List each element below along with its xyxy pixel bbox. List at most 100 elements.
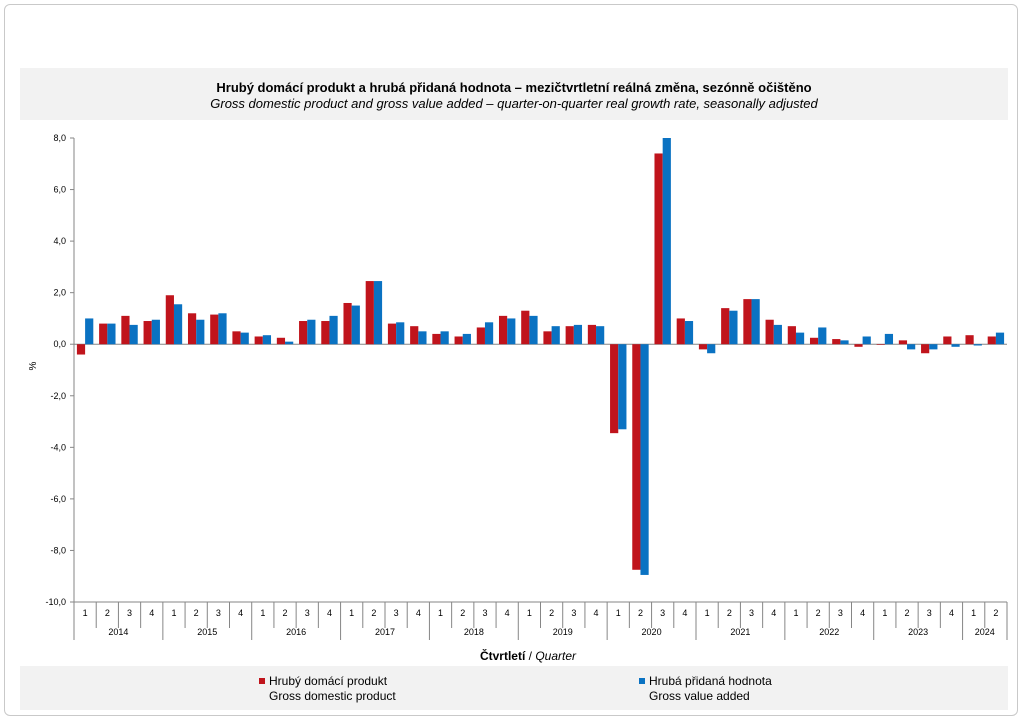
x-year-label: 2014 bbox=[108, 627, 128, 637]
bar-gva bbox=[795, 332, 805, 345]
legend-label-gva-en: Gross value added bbox=[649, 689, 750, 703]
x-quarter-label: 1 bbox=[527, 608, 532, 618]
bar-gva bbox=[196, 319, 205, 345]
bar-gva bbox=[707, 344, 716, 354]
y-tick-label: 0,0 bbox=[53, 339, 66, 349]
bar-gdp bbox=[743, 299, 752, 345]
x-quarter-label: 2 bbox=[105, 608, 110, 618]
bar-gva bbox=[151, 319, 160, 345]
y-tick-label: 6,0 bbox=[53, 185, 66, 195]
x-quarter-label: 2 bbox=[460, 608, 465, 618]
bar-gdp bbox=[187, 313, 197, 345]
bar-gva bbox=[951, 344, 960, 347]
bar-gdp bbox=[432, 333, 441, 345]
bar-gdp bbox=[232, 331, 241, 345]
x-year-label: 2019 bbox=[553, 627, 573, 637]
x-year-label: 2023 bbox=[908, 627, 928, 637]
bar-gva bbox=[773, 324, 782, 345]
bar-gdp bbox=[943, 336, 952, 345]
x-quarter-label: 1 bbox=[705, 608, 710, 618]
x-quarter-label: 1 bbox=[171, 608, 176, 618]
x-quarter-label: 1 bbox=[349, 608, 354, 618]
x-quarter-label: 1 bbox=[793, 608, 798, 618]
y-tick-label: 4,0 bbox=[53, 236, 66, 246]
bar-gdp bbox=[987, 336, 996, 345]
bar-gva bbox=[729, 310, 738, 345]
bar-gdp bbox=[921, 344, 930, 354]
bar-gdp bbox=[832, 339, 841, 345]
x-quarter-label: 3 bbox=[394, 608, 399, 618]
x-year-label: 2024 bbox=[975, 627, 995, 637]
bar-gva bbox=[218, 313, 227, 345]
bar-gva bbox=[862, 336, 871, 345]
x-quarter-label: 3 bbox=[660, 608, 665, 618]
bar-gva bbox=[418, 331, 427, 345]
x-quarter-label: 4 bbox=[594, 608, 599, 618]
bar-gva bbox=[240, 332, 249, 345]
bar-gva bbox=[751, 299, 760, 345]
bar-gva bbox=[307, 319, 316, 345]
x-quarter-label: 3 bbox=[571, 608, 576, 618]
y-tick-label: 8,0 bbox=[53, 133, 66, 143]
x-quarter-label: 4 bbox=[682, 608, 687, 618]
x-quarter-label: 3 bbox=[482, 608, 487, 618]
bar-gva bbox=[129, 324, 138, 345]
x-quarter-label: 4 bbox=[860, 608, 865, 618]
x-year-label: 2022 bbox=[819, 627, 839, 637]
bar-gdp bbox=[898, 340, 908, 345]
bar-gdp bbox=[299, 321, 308, 345]
x-quarter-label: 2 bbox=[549, 608, 554, 618]
bar-gdp bbox=[343, 302, 352, 345]
x-quarter-label: 2 bbox=[194, 608, 199, 618]
chart-title: Hrubý domácí produkt a hrubá přidaná hod… bbox=[216, 80, 812, 95]
x-year-label: 2021 bbox=[730, 627, 750, 637]
x-quarter-label: 1 bbox=[438, 608, 443, 618]
legend: Hrubý domácí produkt Gross domestic prod… bbox=[20, 666, 1008, 710]
bar-gdp bbox=[143, 321, 152, 345]
x-quarter-label: 2 bbox=[371, 608, 376, 618]
bar-gva bbox=[995, 332, 1005, 345]
x-quarter-label: 1 bbox=[83, 608, 88, 618]
chart-title-box: Hrubý domácí produkt a hrubá přidaná hod… bbox=[20, 68, 1008, 120]
chart-frame bbox=[4, 4, 1018, 716]
x-axis-title: Čtvrtletí / Quarter bbox=[480, 648, 577, 663]
bar-gva bbox=[929, 344, 938, 350]
x-quarter-label: 3 bbox=[749, 608, 754, 618]
bar-gva bbox=[373, 281, 383, 345]
bar-gdp bbox=[410, 326, 419, 345]
x-quarter-label: 2 bbox=[993, 608, 998, 618]
bar-gdp bbox=[521, 310, 530, 345]
bar-gdp bbox=[654, 153, 663, 345]
bar-gva bbox=[684, 321, 694, 345]
bar-gdp bbox=[276, 337, 286, 345]
legend-item-gva: Hrubá přidaná hodnota Gross value added bbox=[639, 674, 772, 704]
y-axis-title: % bbox=[28, 361, 39, 370]
bar-gva bbox=[529, 315, 538, 345]
bar-gva bbox=[551, 326, 560, 345]
bar-gdp bbox=[876, 344, 885, 345]
bar-gva bbox=[484, 322, 494, 345]
x-quarter-label: 2 bbox=[283, 608, 288, 618]
bar-gdp bbox=[321, 321, 330, 345]
x-year-label: 2015 bbox=[197, 627, 217, 637]
bar-gva bbox=[884, 333, 894, 345]
bar-gdp bbox=[698, 344, 708, 350]
x-quarter-label: 1 bbox=[616, 608, 621, 618]
legend-label-gva: Hrubá přidaná hodnota bbox=[649, 674, 772, 688]
y-tick-label: 2,0 bbox=[53, 288, 66, 298]
x-quarter-label: 1 bbox=[971, 608, 976, 618]
x-year-label: 2017 bbox=[375, 627, 395, 637]
y-tick-label: -10,0 bbox=[45, 597, 66, 607]
bar-gdp bbox=[587, 324, 597, 345]
bar-gdp bbox=[365, 281, 374, 345]
x-quarter-label: 4 bbox=[238, 608, 243, 618]
bar-gdp bbox=[765, 319, 774, 345]
x-quarter-label: 3 bbox=[305, 608, 310, 618]
bar-gdp bbox=[498, 315, 508, 345]
bar-gdp bbox=[165, 295, 174, 345]
bar-gva bbox=[907, 344, 916, 350]
x-quarter-label: 4 bbox=[771, 608, 776, 618]
bar-gdp bbox=[121, 315, 130, 345]
bar-gva bbox=[640, 344, 649, 575]
